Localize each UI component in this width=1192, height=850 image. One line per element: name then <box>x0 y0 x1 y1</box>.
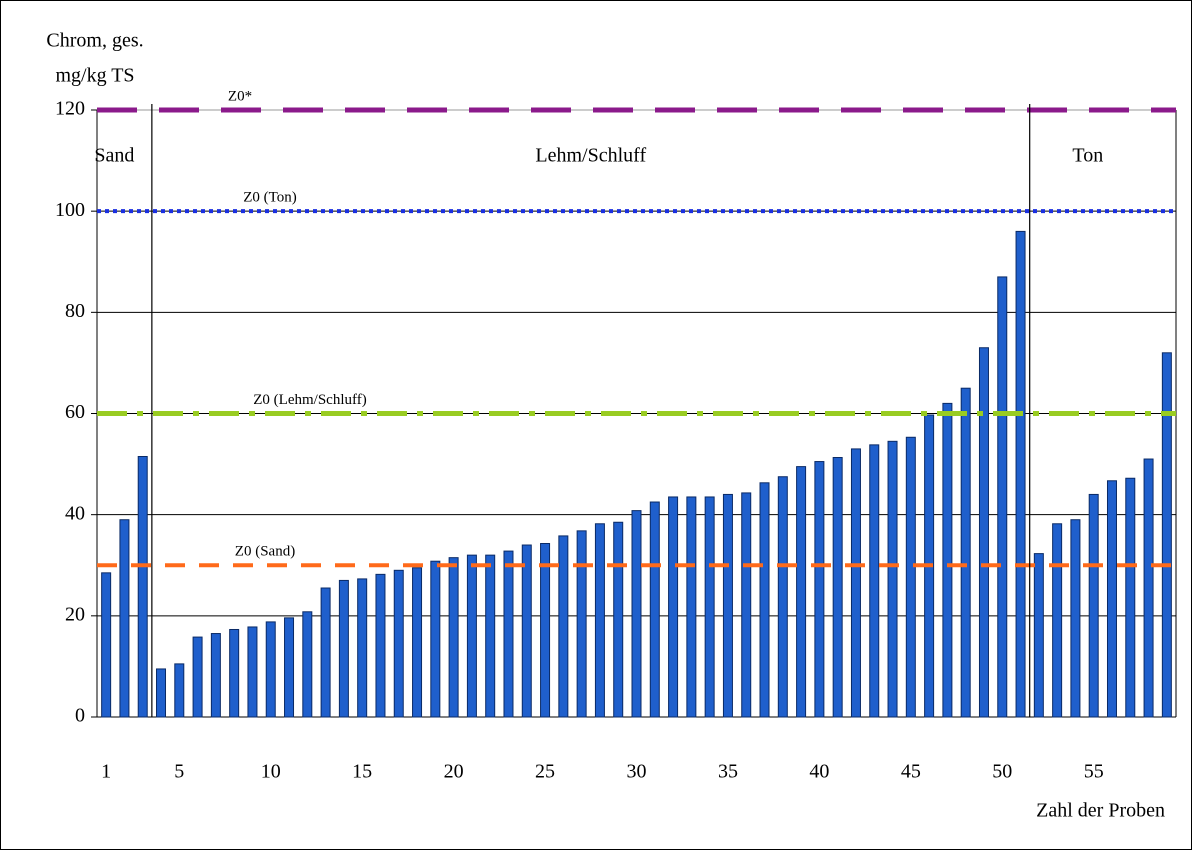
bar <box>119 519 130 718</box>
bar <box>741 492 752 718</box>
bar <box>503 550 514 718</box>
x-tick-label: 25 <box>535 761 555 783</box>
bar <box>156 668 167 718</box>
bar <box>466 554 477 718</box>
bar <box>521 544 532 718</box>
bar <box>320 587 331 718</box>
bar <box>814 461 825 718</box>
bar <box>137 455 148 718</box>
bar <box>558 535 569 718</box>
bar <box>1033 553 1044 718</box>
bar <box>686 496 697 718</box>
bar <box>1106 480 1117 718</box>
y-tick-label: 120 <box>55 98 85 120</box>
x-axis-title: Zahl der Proben <box>1036 800 1165 822</box>
bar <box>229 628 240 718</box>
bar <box>412 567 423 718</box>
bar <box>485 554 496 718</box>
bar <box>174 663 185 718</box>
bar <box>284 617 295 718</box>
bar <box>631 510 642 718</box>
x-tick-label: 1 <box>101 761 111 783</box>
bar <box>393 569 404 718</box>
bar <box>978 347 989 718</box>
bar <box>192 636 203 718</box>
bar <box>1125 477 1136 718</box>
bar <box>960 387 971 718</box>
bar <box>1088 493 1099 718</box>
bar <box>649 501 660 718</box>
bar <box>796 466 807 718</box>
y-tick-label: 80 <box>65 300 85 322</box>
reference-line-label: Z0 (Ton) <box>243 190 297 206</box>
bar <box>430 560 441 718</box>
bar <box>338 579 349 718</box>
bar <box>302 611 313 718</box>
x-tick-label: 15 <box>352 761 372 783</box>
y-axis-title: mg/kg TS <box>55 65 134 87</box>
x-tick-label: 45 <box>901 761 921 783</box>
bar <box>265 621 276 718</box>
bar <box>777 476 788 718</box>
x-tick-label: 30 <box>627 761 647 783</box>
x-tick-label: 35 <box>718 761 738 783</box>
bar <box>540 542 551 718</box>
bar <box>887 440 898 718</box>
y-tick-label: 20 <box>65 603 85 625</box>
bar <box>1015 230 1026 718</box>
y-tick-label: 100 <box>55 199 85 221</box>
x-tick-label: 5 <box>174 761 184 783</box>
y-tick-label: 60 <box>65 401 85 423</box>
reference-line-label: Z0* <box>228 88 252 104</box>
region-label: Ton <box>1072 145 1103 167</box>
bar <box>759 482 770 718</box>
bar <box>576 530 587 718</box>
bar <box>1161 352 1172 718</box>
bar <box>101 572 112 718</box>
bar <box>832 457 843 718</box>
x-tick-label: 40 <box>809 761 829 783</box>
bar <box>869 444 880 718</box>
bar <box>594 523 605 718</box>
bar <box>1052 523 1063 718</box>
bar <box>375 573 386 718</box>
bar <box>613 521 624 718</box>
bar <box>997 276 1008 718</box>
bar <box>905 436 916 718</box>
bar <box>722 493 733 718</box>
x-tick-label: 55 <box>1084 761 1104 783</box>
x-tick-label: 10 <box>261 761 281 783</box>
bar <box>942 402 953 718</box>
bar <box>1143 458 1154 718</box>
bar <box>247 626 258 718</box>
bar <box>668 496 679 718</box>
bar <box>448 557 459 718</box>
bar <box>850 448 861 718</box>
x-tick-label: 20 <box>444 761 464 783</box>
bar <box>1070 519 1081 718</box>
bar <box>210 633 221 718</box>
bar <box>704 496 715 718</box>
reference-line-label: Z0 (Lehm/Schluff) <box>253 392 366 408</box>
reference-line-label: Z0 (Sand) <box>235 544 295 560</box>
region-label: Sand <box>94 145 134 167</box>
x-tick-label: 50 <box>992 761 1012 783</box>
bar <box>357 578 368 718</box>
y-tick-label: 0 <box>75 705 85 727</box>
y-tick-label: 40 <box>65 502 85 524</box>
y-axis-title: Chrom, ges. <box>46 30 143 52</box>
region-label: Lehm/Schluff <box>535 145 646 167</box>
